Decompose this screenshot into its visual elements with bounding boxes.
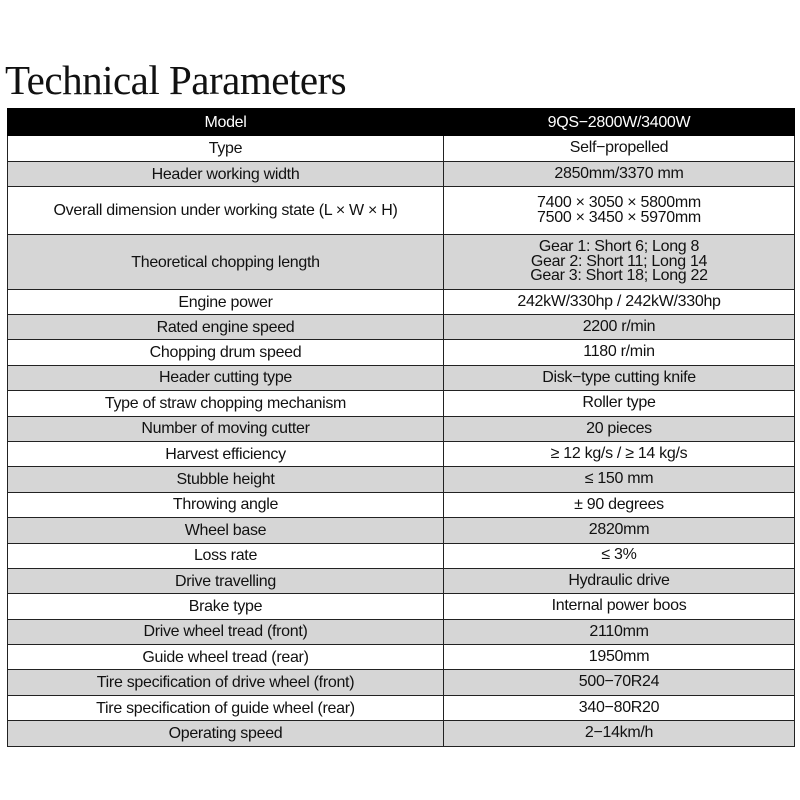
param-value: Hydraulic drive [443, 567, 795, 595]
page-title: Technical Parameters [5, 57, 347, 103]
param-value: ≥ 12 kg/s / ≥ 14 kg/s [443, 440, 795, 468]
param-value: ≤ 3% [443, 542, 795, 569]
table-row: Tire specification of guide wheel (rear)… [7, 694, 795, 722]
param-value: 20 pieces [443, 415, 795, 442]
param-label: Tire specification of guide wheel (rear) [7, 694, 444, 722]
param-value: 2850mm/3370 mm [443, 161, 795, 187]
param-label: Type of straw chopping mechanism [7, 390, 444, 417]
table-row: Rated engine speed 2200 r/min [7, 313, 795, 341]
param-value: 2−14km/h [443, 720, 795, 747]
param-value: 7400 × 3050 × 5800mm 7500 × 3450 × 5970mm [443, 186, 795, 235]
param-label: Operating speed [7, 720, 444, 747]
param-value-line: Disk−type cutting knife [542, 368, 696, 386]
param-value-line: 500−70R24 [578, 673, 660, 691]
param-value-line: ± 90 degrees [574, 495, 664, 513]
param-value-line: 2110mm [589, 622, 649, 640]
table-row: Tire specification of drive wheel (front… [7, 669, 795, 696]
table-row: Drive wheel tread (front) 2110mm [7, 618, 795, 646]
header-value: 9QS−2800W/3400W [443, 108, 795, 136]
param-value-line: 1180 r/min [583, 343, 655, 361]
param-value: 2820mm [443, 517, 795, 544]
param-value-line: 2200 r/min [582, 317, 656, 335]
param-label: Header cutting type [7, 364, 444, 392]
param-label: Type [7, 135, 444, 162]
param-value-line: 340−80R20 [578, 698, 660, 716]
param-label: Theoretical chopping length [7, 234, 444, 290]
param-label: Throwing angle [7, 491, 444, 519]
param-label: Engine power [7, 289, 444, 315]
param-value-line: Internal power boos [551, 597, 687, 615]
param-value-line: 2−14km/h [584, 724, 654, 742]
table-header-row: Model 9QS−2800W/3400W [7, 108, 795, 136]
table-row: Guide wheel tread (rear) 1950mm [7, 644, 795, 671]
param-value-line: 7500 × 3450 × 5970mm [537, 208, 701, 226]
param-value-line: Gear 1: Short 6; Long 8 [538, 238, 700, 256]
table-row: Type Self−propelled [7, 135, 795, 162]
param-value: 500−70R24 [443, 669, 795, 696]
table-row: Drive travelling Hydraulic drive [7, 567, 795, 595]
technical-parameters-table: Model 9QS−2800W/3400W Type Self−propelled… [7, 108, 795, 747]
table-row: Header working width 2850mm/3370 mm [7, 161, 795, 187]
table-row: Engine power 242kW/330hp / 242kW/330hp [7, 289, 795, 315]
header-label: Model [7, 108, 444, 136]
param-value-line: 242kW/330hp / 242kW/330hp [517, 292, 721, 310]
param-value-line: Gear 2: Short 11; Long 14 [530, 252, 708, 270]
param-value: Disk−type cutting knife [443, 364, 795, 392]
param-value: ≤ 150 mm [443, 466, 795, 493]
param-value-line: 7400 × 3050 × 5800mm [537, 194, 701, 211]
table-row: Theoretical chopping length Gear 1: Short… [7, 234, 795, 290]
param-value-line: 2850mm/3370 mm [554, 164, 684, 182]
param-label: Brake type [7, 593, 444, 620]
param-value: 1180 r/min [443, 339, 795, 366]
param-value: 2200 r/min [443, 313, 795, 341]
table-row: Loss rate ≤ 3% [7, 542, 795, 569]
param-value-line: Roller type [582, 394, 656, 412]
table-row: Wheel base 2820mm [7, 517, 795, 544]
table-row: Number of moving cutter 20 pieces [7, 415, 795, 442]
param-value-line: ≤ 3% [601, 546, 637, 564]
param-value: ± 90 degrees [443, 491, 795, 519]
param-value: Internal power boos [443, 593, 795, 620]
table-row: Operating speed 2−14km/h [7, 720, 795, 747]
param-value-line: 20 pieces [586, 419, 652, 437]
param-label: Chopping drum speed [7, 339, 444, 366]
param-value-line: ≤ 150 mm [584, 470, 654, 488]
param-label: Drive travelling [7, 567, 444, 595]
param-value: Roller type [443, 390, 795, 417]
param-label: Harvest efficiency [7, 440, 444, 468]
param-value: Gear 1: Short 6; Long 8 Gear 2: Short 11;… [443, 234, 795, 290]
param-label: Overall dimension under working state (L… [7, 186, 444, 235]
param-label: Tire specification of drive wheel (front… [7, 669, 444, 696]
param-value-line: 2820mm [588, 521, 650, 539]
param-value: 1950mm [443, 644, 795, 671]
param-label: Number of moving cutter [7, 415, 444, 442]
table-row: Chopping drum speed 1180 r/min [7, 339, 795, 366]
param-value-line: 1950mm [588, 648, 650, 666]
table-row: Overall dimension under working state (L… [7, 186, 795, 235]
param-label: Loss rate [7, 542, 444, 569]
param-label: Guide wheel tread (rear) [7, 644, 444, 671]
table-row: Harvest efficiency ≥ 12 kg/s / ≥ 14 kg/s [7, 440, 795, 468]
param-label: Rated engine speed [7, 313, 444, 341]
param-value: Self−propelled [443, 135, 795, 162]
table-row: Throwing angle ± 90 degrees [7, 491, 795, 519]
table-row: Type of straw chopping mechanism Roller t… [7, 390, 795, 417]
param-value: 2110mm [443, 618, 795, 646]
param-value-line: ≥ 12 kg/s / ≥ 14 kg/s [550, 444, 688, 462]
table-row: Header cutting type Disk−type cutting kni… [7, 364, 795, 392]
table-row: Stubble height ≤ 150 mm [7, 466, 795, 493]
param-value-line: Hydraulic drive [568, 571, 670, 589]
param-label: Drive wheel tread (front) [7, 618, 444, 646]
param-value-line: Self−propelled [569, 139, 669, 157]
param-value: 242kW/330hp / 242kW/330hp [443, 289, 795, 315]
param-label: Header working width [7, 161, 444, 187]
param-value-line: Gear 3: Short 18; Long 22 [530, 267, 708, 285]
param-label: Stubble height [7, 466, 444, 493]
table-row: Brake type Internal power boos [7, 593, 795, 620]
param-value: 340−80R20 [443, 694, 795, 722]
param-label: Wheel base [7, 517, 444, 544]
